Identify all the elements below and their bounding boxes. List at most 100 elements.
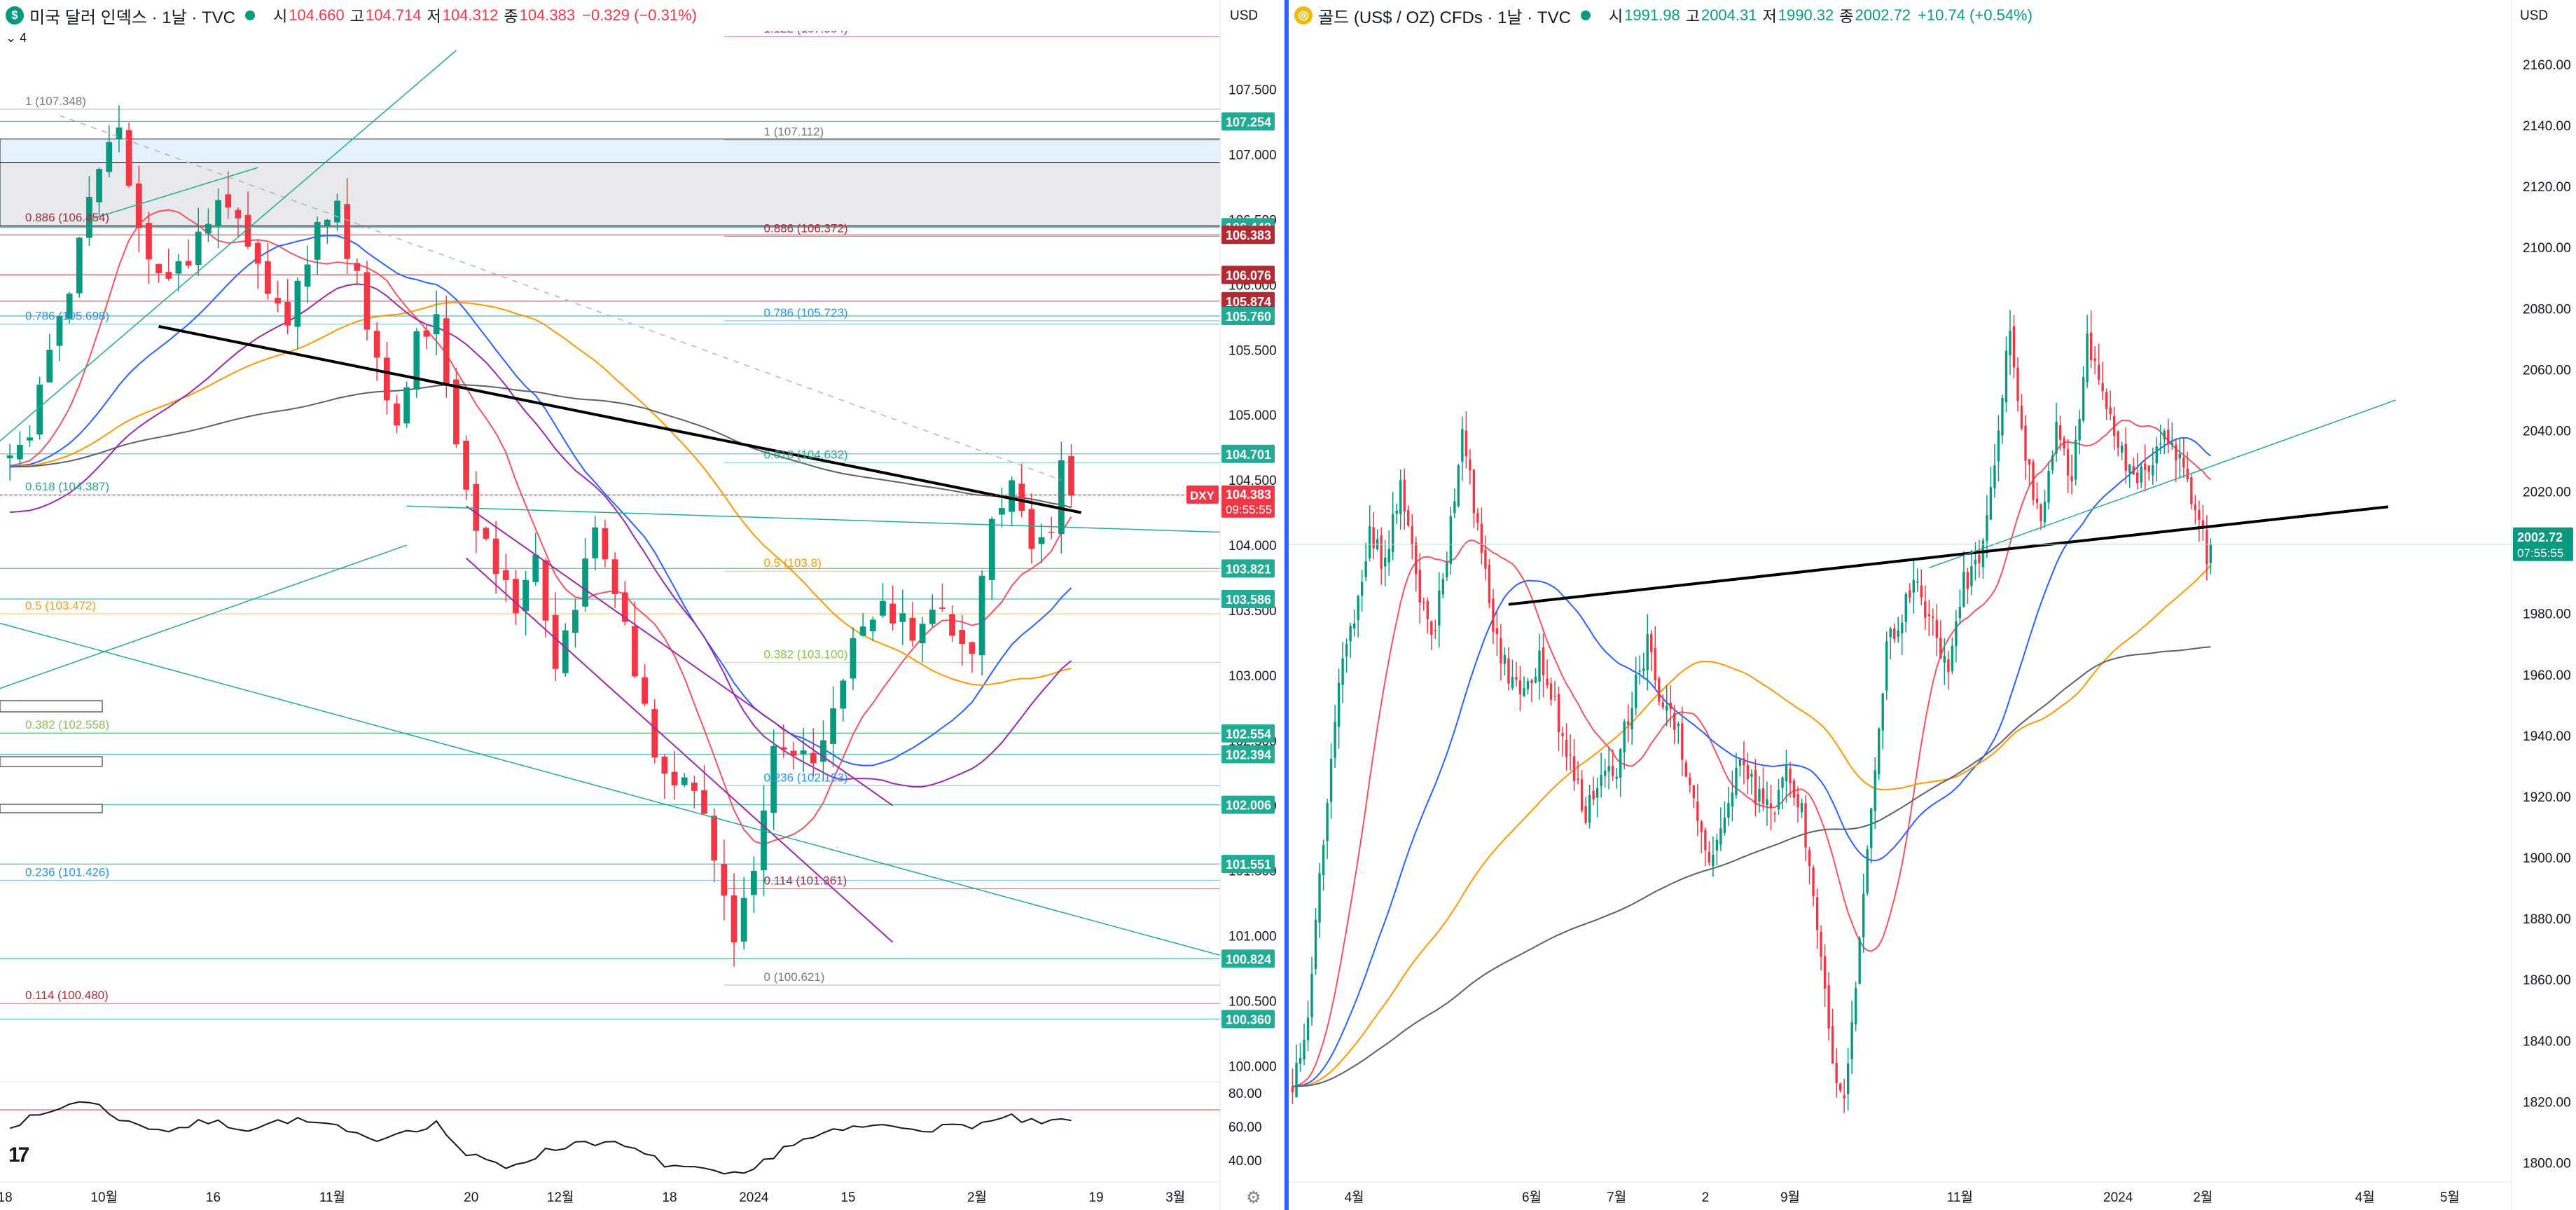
candle-body	[1978, 555, 1981, 563]
candle	[2109, 390, 2112, 421]
x-axis-tick-label: 16	[206, 1190, 221, 1205]
gold-coin-icon: ◎	[1294, 6, 1313, 25]
candle-body	[1932, 617, 1934, 618]
candle-body	[1981, 540, 1985, 568]
candle	[1565, 723, 1568, 771]
last-price-label: 2002.72	[2517, 530, 2563, 544]
candle	[1769, 784, 1773, 830]
price-level-tag-label: 102.554	[1226, 727, 1271, 741]
gold-chart[interactable]: 2160.00 2140.00 2120.00 2100.00 2080.00 2060.…	[1289, 0, 2576, 1210]
fib-level-label: 0.886 (106.372)	[764, 221, 848, 235]
candle	[1924, 585, 1927, 631]
candle-body	[1735, 767, 1738, 795]
candle-body	[532, 554, 539, 582]
candle-body	[1723, 817, 1726, 834]
x-axis-tick-label: 4월	[1345, 1190, 1364, 1205]
dxy-title[interactable]: 미국 달러 인덱스 · 1날 · TVC	[29, 8, 235, 27]
dxy-currency-label[interactable]: USD	[1230, 8, 1259, 23]
candle-body	[2047, 471, 2050, 503]
dxy-chart-pane[interactable]: 1.122 (107.904) 1 (107.348) 1 (107.112) 0.8…	[0, 0, 1284, 1210]
candle	[1334, 705, 1336, 769]
candle	[1727, 786, 1730, 826]
candle	[413, 328, 420, 398]
price-level-tag-label: 106.383	[1226, 228, 1271, 242]
candle	[1812, 865, 1815, 907]
candle	[36, 376, 43, 440]
dxy-chart[interactable]: 1.122 (107.904) 1 (107.348) 1 (107.112) 0.8…	[0, 0, 1284, 1210]
candle	[1869, 808, 1873, 864]
x-axis-tick-label: 18	[662, 1190, 677, 1205]
candle	[1534, 668, 1537, 684]
candle	[1600, 752, 1602, 798]
candle-body	[1935, 619, 1939, 638]
candle-body	[1642, 668, 1645, 672]
pane-divider[interactable]	[1284, 0, 1289, 1210]
gold-currency-label[interactable]: USD	[2520, 8, 2549, 23]
candle-body	[602, 528, 609, 560]
gold-low-label: 저	[1762, 8, 1777, 25]
candle	[1927, 599, 1931, 636]
candle	[1966, 568, 1969, 605]
candle-body	[1838, 1083, 1842, 1091]
candle-body	[2198, 510, 2201, 520]
candle	[1677, 722, 1680, 745]
fib-level-label: 0 (100.621)	[764, 970, 825, 984]
x-axis-tick-label: 4월	[2355, 1190, 2375, 1205]
fib-level-label: 0.886 (106.454)	[25, 211, 109, 224]
candle	[1009, 476, 1015, 526]
candle-body	[562, 630, 569, 673]
candle	[492, 521, 499, 594]
candle-body	[1893, 628, 1896, 640]
candle-body	[106, 142, 113, 172]
indicator-count: 4	[20, 31, 27, 45]
candle	[66, 291, 73, 324]
candle-body	[2032, 462, 2035, 500]
candle-body	[1337, 682, 1341, 727]
candle	[1808, 846, 1811, 885]
gear-icon[interactable]: ⚙	[1246, 1188, 1261, 1207]
candle	[2078, 410, 2081, 455]
candle-body	[135, 183, 142, 228]
candle	[1773, 811, 1776, 823]
candle-body	[1418, 570, 1421, 603]
candle-body	[978, 575, 985, 656]
candle	[2020, 394, 2023, 431]
candle	[1909, 583, 1911, 603]
candle-body	[1986, 515, 1988, 542]
candle-body	[56, 315, 63, 346]
candle-body	[1777, 790, 1780, 810]
candle-body	[1808, 850, 1811, 866]
candle-body	[2205, 530, 2208, 565]
indicator-collapse-toggle[interactable]: ⌄ 4	[6, 31, 27, 46]
candle-body	[750, 870, 757, 895]
candle-body	[1951, 645, 1954, 671]
candle	[522, 570, 529, 635]
candle	[1858, 936, 1861, 985]
fib-level-label: 0.382 (102.558)	[25, 718, 109, 731]
dxy-close-label: 종	[504, 8, 518, 25]
candle-body	[1392, 514, 1394, 552]
candle-body	[1993, 465, 1996, 489]
candle-body	[2066, 448, 2070, 476]
candle	[2136, 453, 2139, 490]
drawing-box	[0, 756, 103, 767]
price-level-tag	[1221, 266, 1275, 284]
tradingview-logo-icon[interactable]: 17	[8, 1143, 29, 1167]
candle-body	[2112, 415, 2116, 436]
candle-body	[66, 294, 73, 319]
candle-body	[1341, 658, 1344, 685]
candle-body	[919, 624, 926, 644]
candle	[1523, 676, 1525, 698]
y-axis-tick-label: 1980.00	[2523, 607, 2571, 622]
gold-chart-pane[interactable]: 2160.00 2140.00 2120.00 2100.00 2080.00 2060.…	[1289, 0, 2576, 1210]
candle-body	[611, 559, 618, 595]
price-level-tag-label: 105.874	[1226, 295, 1271, 309]
candle	[2163, 428, 2166, 455]
candle-body	[2035, 498, 2039, 503]
candle	[988, 516, 995, 600]
moving-average-line	[10, 301, 1072, 686]
gold-title[interactable]: 골드 (US$ / OZ) CFDs · 1날 · TVC	[1318, 8, 1571, 27]
price-level-tag-label: 100.360	[1226, 1013, 1271, 1027]
candle	[2063, 435, 2065, 456]
candle	[1383, 539, 1387, 586]
